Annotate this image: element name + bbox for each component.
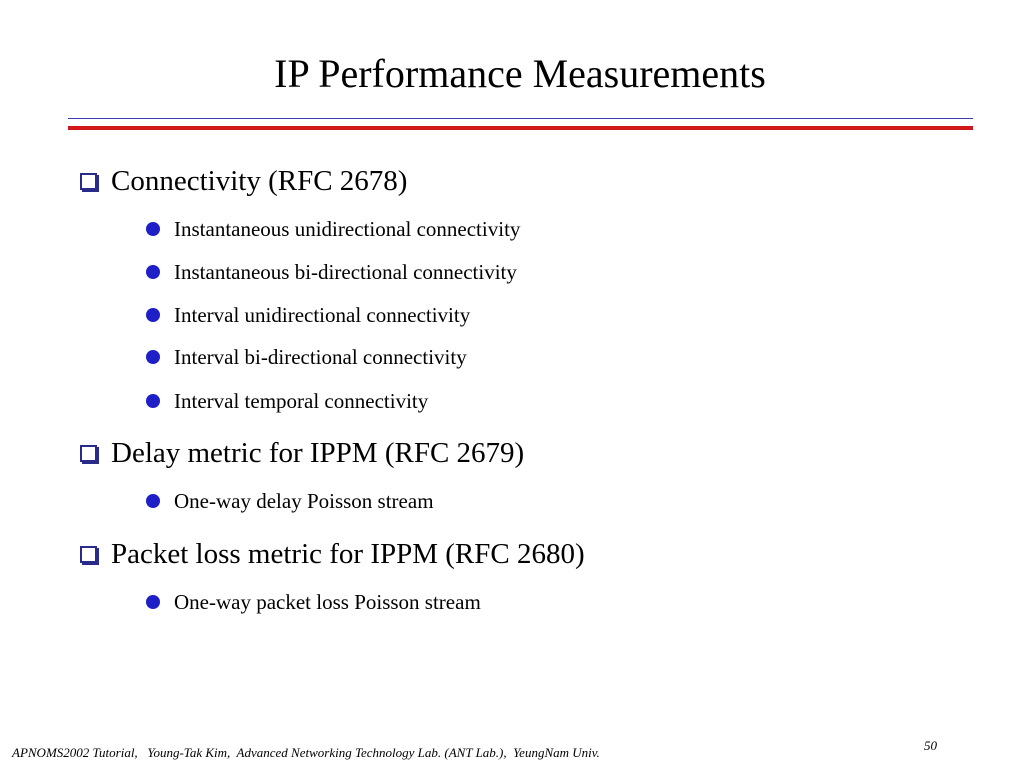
list-item-text: Instantaneous bi-directional connectivit… (174, 259, 517, 284)
footer-credit: APNOMS2002 Tutorial, Young-Tak Kim, Adva… (12, 745, 600, 760)
list-item: One-way packet loss Poisson stream (146, 588, 481, 616)
section-heading-text: Packet loss metric for IPPM (RFC 2680) (111, 537, 585, 570)
section-heading: Packet loss metric for IPPM (RFC 2680) (80, 536, 585, 572)
section-heading-text: Connectivity (RFC 2678) (111, 164, 408, 197)
list-item-text: One-way packet loss Poisson stream (174, 589, 481, 614)
list-item: Instantaneous bi-directional connectivit… (146, 258, 517, 286)
slide-title: IP Performance Measurements (274, 51, 766, 96)
round-bullet-icon (146, 595, 160, 609)
list-item: Interval unidirectional connectivity (146, 301, 470, 329)
section-heading-text: Delay metric for IPPM (RFC 2679) (111, 436, 525, 469)
section-heading: Delay metric for IPPM (RFC 2679) (80, 435, 524, 471)
list-item-text: Interval bi-directional connectivity (174, 344, 467, 369)
list-item: One-way delay Poisson stream (146, 487, 434, 515)
round-bullet-icon (146, 222, 160, 236)
list-item-text: Instantaneous unidirectional connectivit… (174, 216, 521, 241)
round-bullet-icon (146, 265, 160, 279)
square-bullet-icon (80, 545, 97, 563)
list-item-text: Interval unidirectional connectivity (174, 302, 471, 327)
list-item-text: Interval temporal connectivity (174, 388, 429, 413)
title-rule-red (68, 126, 973, 130)
list-item: Instantaneous unidirectional connectivit… (146, 215, 520, 243)
round-bullet-icon (146, 494, 160, 508)
square-bullet-icon (80, 172, 97, 190)
page-number: 50 (924, 738, 937, 753)
list-item-text: One-way delay Poisson stream (174, 488, 434, 513)
section-heading: Connectivity (RFC 2678) (80, 163, 407, 199)
round-bullet-icon (146, 350, 160, 364)
round-bullet-icon (146, 308, 160, 322)
round-bullet-icon (146, 394, 160, 408)
list-item: Interval bi-directional connectivity (146, 343, 467, 371)
title-rule-blue (68, 118, 973, 119)
list-item: Interval temporal connectivity (146, 387, 428, 415)
square-bullet-icon (80, 444, 97, 462)
